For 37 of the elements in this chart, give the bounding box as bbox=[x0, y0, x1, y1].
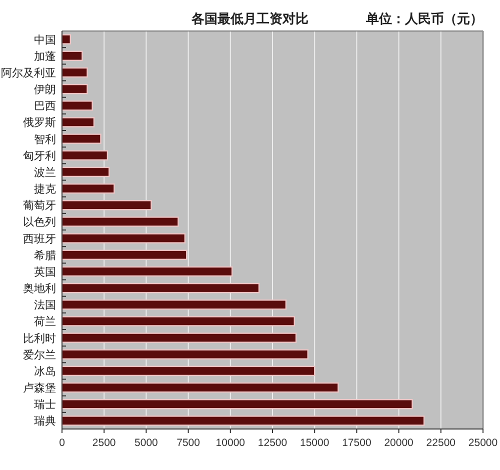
y-tick-label: 冰岛 bbox=[34, 364, 56, 378]
x-tick-label: 7500 bbox=[176, 437, 200, 449]
y-tick-label: 西班牙 bbox=[23, 232, 56, 246]
y-tick-label: 卢森堡 bbox=[23, 382, 56, 395]
y-tick-label: 俄罗斯 bbox=[23, 116, 56, 130]
y-tick-label: 瑞士 bbox=[34, 398, 56, 412]
y-tick-label: 智利 bbox=[34, 132, 56, 146]
x-tick-label: 2500 bbox=[92, 437, 116, 449]
y-tick-label: 希腊 bbox=[34, 248, 56, 262]
y-tick-label: 英国 bbox=[34, 265, 56, 278]
y-tick-label: 加蓬 bbox=[34, 50, 56, 63]
x-tick-label: 12500 bbox=[258, 437, 288, 449]
y-tick-label: 波兰 bbox=[34, 166, 56, 179]
x-tick-label: 15000 bbox=[300, 437, 330, 449]
y-tick-label: 奥地利 bbox=[23, 282, 56, 296]
y-tick-label: 法国 bbox=[34, 298, 56, 312]
y-tick-label: 荷兰 bbox=[34, 315, 56, 328]
chart-title: 各国最低月工资对比 bbox=[190, 11, 308, 26]
y-tick-label: 爱尔兰 bbox=[23, 348, 56, 362]
y-tick-label: 匈牙利 bbox=[23, 149, 56, 162]
y-tick-label: 以色列 bbox=[23, 216, 56, 229]
x-tick-label: 17500 bbox=[342, 437, 372, 449]
y-tick-label: 阿尔及利亚 bbox=[1, 66, 56, 80]
x-tick-label: 20000 bbox=[384, 437, 414, 449]
y-tick-label: 捷克 bbox=[34, 182, 56, 196]
y-tick-label: 巴西 bbox=[34, 100, 56, 113]
x-tick-label: 0 bbox=[59, 437, 66, 449]
y-tick-label: 中国 bbox=[34, 33, 56, 46]
x-tick-label: 10000 bbox=[216, 437, 246, 449]
x-tick-label: 25000 bbox=[468, 437, 498, 449]
y-tick-label: 葡萄牙 bbox=[23, 199, 56, 212]
text: 单位：人民币（元） bbox=[365, 11, 483, 26]
y-tick-label: 伊朗 bbox=[34, 83, 56, 96]
y-tick-label: 瑞典 bbox=[34, 414, 56, 428]
y-tick-label: 比利时 bbox=[23, 332, 56, 345]
x-tick-label: 5000 bbox=[134, 437, 158, 449]
x-tick-label: 22500 bbox=[426, 437, 456, 449]
